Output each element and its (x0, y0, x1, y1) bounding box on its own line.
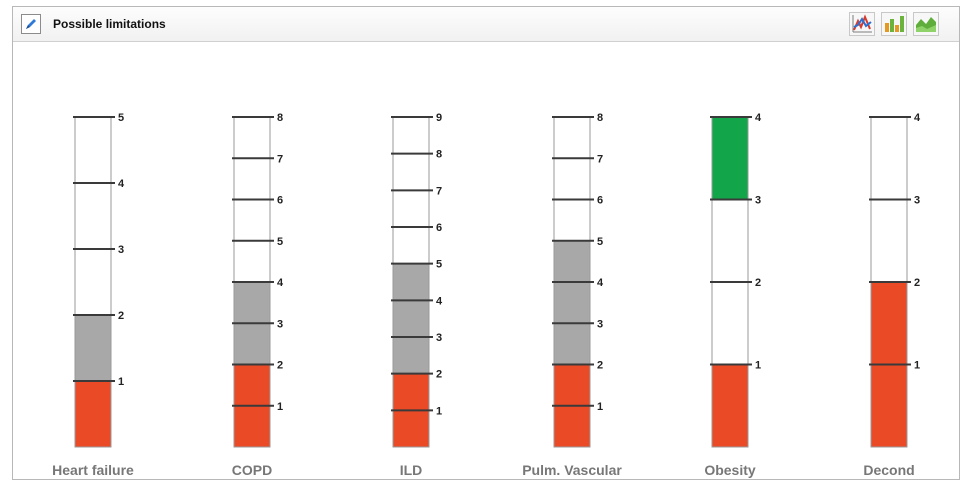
tick-label: 3 (755, 195, 761, 207)
tick-label: 1 (597, 401, 603, 413)
tick-label: 4 (277, 277, 284, 289)
tick-label: 2 (277, 360, 283, 372)
category-label: Obesity (704, 462, 756, 478)
edit-icon[interactable] (21, 14, 41, 34)
tick-label: 3 (914, 195, 920, 207)
tick-label: 7 (436, 185, 442, 197)
tick-label: 9 (436, 112, 442, 124)
limitation-column: 1 2 3 4 (710, 112, 762, 448)
level-fill-gray (75, 315, 111, 381)
tick-label: 5 (118, 112, 124, 124)
tick-label: 1 (118, 376, 124, 388)
level-fill-gray (393, 263, 429, 374)
tick-label: 2 (436, 369, 442, 381)
tick-label: 8 (597, 112, 603, 124)
tick-label: 5 (277, 236, 283, 248)
tick-label: 5 (597, 236, 603, 248)
category-label: Pulm. Vascular (522, 462, 622, 478)
category-label: Heart failure (52, 462, 134, 478)
tick-label: 2 (755, 277, 761, 289)
tick-label: 1 (436, 405, 442, 417)
tick-label: 3 (277, 318, 283, 330)
tick-label: 2 (914, 277, 920, 289)
tick-label: 2 (118, 310, 124, 322)
tick-label: 5 (436, 259, 442, 271)
limitation-column: 1 2 3 4 5 6 7 8 (552, 112, 604, 448)
tick-label: 3 (597, 318, 603, 330)
tick-label: 4 (436, 295, 443, 307)
level-fill-red (712, 364, 748, 447)
limitation-column: 1 2 3 4 5 (73, 112, 125, 448)
tick-label: 8 (436, 149, 442, 161)
line-chart-button[interactable] (849, 12, 875, 36)
tick-label: 4 (755, 112, 762, 124)
bar-chart-button[interactable] (881, 12, 907, 36)
tick-label: 2 (597, 360, 603, 372)
tick-label: 7 (277, 153, 283, 165)
tick-label: 4 (597, 277, 604, 289)
panel-titlebar: Possible limitations (13, 7, 959, 42)
tick-label: 4 (118, 178, 125, 190)
limitation-column: 1 2 3 4 5 6 7 8 9 (391, 112, 443, 448)
area-chart-icon (916, 17, 936, 32)
tick-label: 1 (914, 360, 920, 372)
tick-label: 3 (118, 244, 124, 256)
level-fill-red (75, 381, 111, 447)
tick-label: 6 (436, 222, 442, 234)
limitations-panel: Possible limitations (12, 6, 960, 480)
area-chart-button[interactable] (913, 12, 939, 36)
category-label: Decond (863, 462, 915, 478)
tick-label: 4 (914, 112, 921, 124)
tick-label: 8 (277, 112, 283, 124)
level-fill-gray (554, 240, 590, 365)
category-label: ILD (399, 462, 423, 478)
tick-label: 6 (277, 195, 283, 207)
bar-chart-icon (885, 16, 904, 32)
tick-label: 1 (755, 360, 761, 372)
level-fill-green (712, 117, 748, 200)
tick-label: 6 (597, 195, 603, 207)
category-label: COPD (231, 462, 273, 478)
limitation-column: 1 2 3 4 (869, 112, 921, 448)
tick-label: 3 (436, 332, 442, 344)
limitation-column: 1 2 3 4 5 6 7 8 (232, 112, 284, 448)
tick-label: 7 (597, 153, 603, 165)
line-chart-icon (852, 14, 872, 33)
tick-label: 1 (277, 401, 283, 413)
panel-title: Possible limitations (53, 17, 166, 31)
